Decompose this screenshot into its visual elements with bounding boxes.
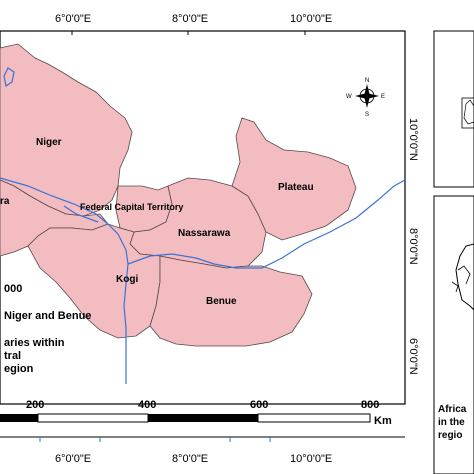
inset-map-top	[433, 30, 474, 188]
state-label-nassarawa: Nassarawa	[178, 228, 231, 239]
river-benue	[127, 179, 406, 269]
inset-top-shape	[461, 97, 474, 129]
inset-caption-line: regio	[438, 430, 462, 441]
scale-segment	[0, 414, 38, 422]
scale-bar: 200 400 600 800 Km	[0, 399, 392, 427]
scale-label: 800	[361, 399, 379, 411]
compass-south: S	[365, 112, 369, 118]
scale-label: 400	[138, 399, 156, 411]
compass-west: W	[346, 94, 352, 100]
longitude-label-bottom: 6°0'0"E	[55, 453, 91, 465]
latitude-label: 10°0'0"N	[407, 118, 419, 161]
river-niger	[0, 177, 129, 384]
state-label-niger: Niger	[36, 137, 62, 148]
scale-unit: Km	[374, 415, 392, 427]
latitude-label: 8°0'0"N	[407, 228, 419, 265]
inset-map-bottom	[433, 195, 474, 474]
state-label-kwara-partial: ra	[0, 196, 10, 207]
rivers-layer	[0, 67, 406, 384]
legend-line: 000	[4, 283, 22, 295]
inset-caption-line: Africa	[438, 404, 467, 415]
state-label-kogi: Kogi	[116, 274, 138, 285]
legend-line: Niger and Benue	[4, 310, 91, 322]
inset-africa-shape	[451, 243, 474, 311]
legend-line: tral	[4, 350, 21, 362]
state-label-benue: Benue	[206, 296, 237, 307]
latitude-label: 6°0'0"N	[407, 338, 419, 375]
state-label-fct: Federal Capital Territory	[80, 202, 183, 212]
river-segment	[63, 205, 99, 223]
longitude-label-top: 10°0'0"E	[290, 13, 332, 25]
state-plateau	[231, 117, 357, 241]
longitude-label-bottom: 10°0'0"E	[290, 453, 332, 465]
scale-label: 200	[26, 399, 44, 411]
scale-segment	[37, 413, 149, 423]
scale-segment	[257, 413, 371, 423]
longitude-label-top: 6°0'0"E	[55, 13, 91, 25]
scale-segment	[148, 414, 258, 422]
scale-label: 600	[250, 399, 268, 411]
river-lake	[3, 67, 15, 87]
compass-rose: N S E W	[346, 78, 385, 118]
longitude-label-top: 8°0'0"E	[172, 13, 208, 25]
longitude-label-bottom: 8°0'0"E	[172, 453, 208, 465]
legend-line: egion	[4, 363, 34, 375]
compass-east: E	[381, 94, 385, 100]
state-label-plateau: Plateau	[278, 182, 314, 193]
compass-north: N	[365, 78, 369, 84]
inset-caption-line: in the	[438, 417, 465, 428]
legend-line: aries within	[4, 337, 65, 349]
